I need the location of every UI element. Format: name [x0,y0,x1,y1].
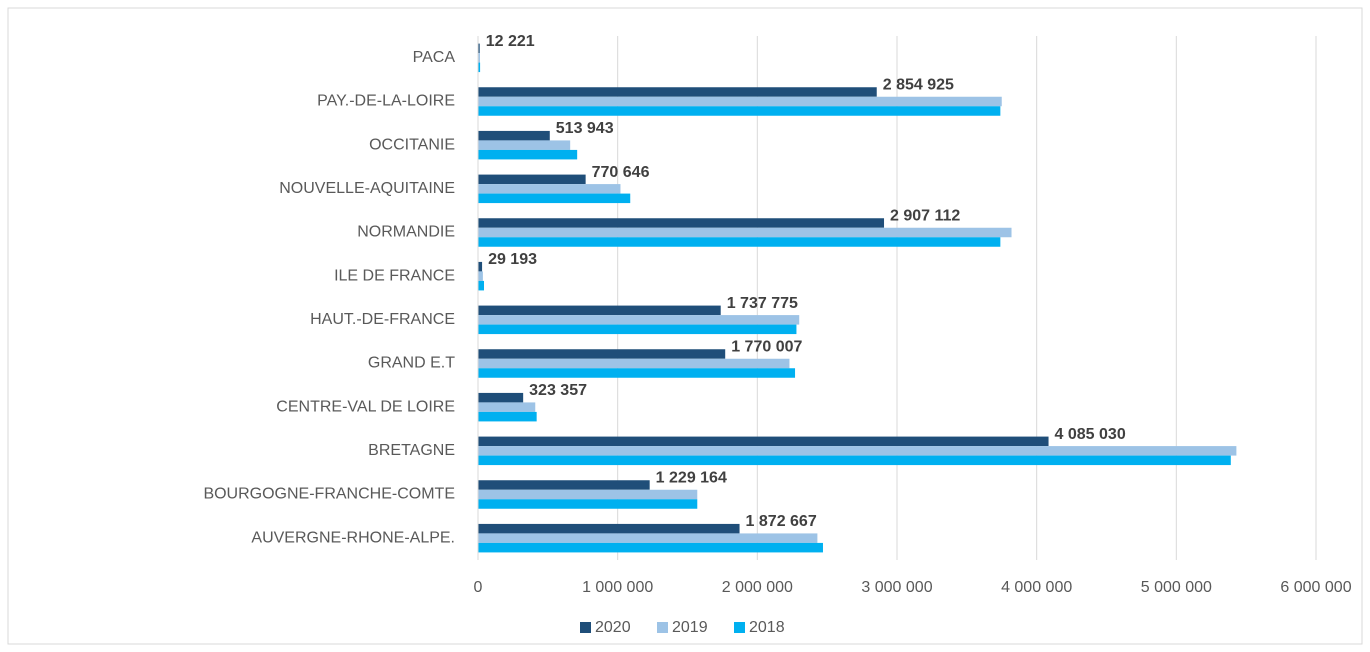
legend-label: 2019 [672,619,708,636]
bar [478,271,483,281]
data-label: 1 737 775 [727,295,798,312]
y-tick-label: PAY.-DE-LA-LOIRE [317,93,455,110]
y-tick-label: CENTRE-VAL DE LOIRE [276,398,455,415]
legend-label: 2018 [749,619,785,636]
x-tick-label: 1 000 000 [582,579,653,596]
legend-swatch [580,622,591,633]
bar [478,149,578,160]
y-tick-label: ILE DE FRANCE [334,267,455,284]
bar [478,480,650,490]
data-label: 1 229 164 [656,469,727,486]
bar [478,499,698,509]
bar [478,523,740,534]
bar [478,489,698,500]
x-tick-label: 2 000 000 [722,579,793,596]
y-tick-label: OCCITANIE [369,136,455,153]
bar [478,411,537,422]
x-tick-label: 5 000 000 [1141,579,1212,596]
bar [478,324,797,335]
data-label: 1 872 667 [746,513,817,530]
legend-label: 2020 [595,619,631,636]
bar [478,130,550,141]
bar [478,368,796,378]
data-label: 2 907 112 [890,207,960,224]
data-label: 770 646 [592,164,650,181]
bar [478,446,1237,456]
bar [478,227,1012,238]
x-tick-label: 3 000 000 [861,579,932,596]
y-tick-label: AUVERGNE-RHONE-ALPE. [251,529,455,546]
bar [478,96,1002,107]
x-tick-label: 4 000 000 [1001,579,1072,596]
x-tick-label: 6 000 000 [1280,579,1351,596]
bar [478,402,536,412]
bar [478,218,885,228]
data-label: 323 357 [529,382,587,399]
data-label: 29 193 [488,251,537,268]
y-tick-label: HAUT.-DE-FRANCE [310,311,455,328]
bar [478,43,480,54]
legend-swatch [657,622,668,633]
bar [478,237,1001,247]
bar [478,193,631,204]
bar [478,184,621,194]
bar [478,349,726,359]
y-tick-label: PACA [413,49,456,66]
bar [478,174,586,185]
y-tick-label: NORMANDIE [357,224,455,241]
bar [478,392,524,403]
y-tick-label: BRETAGNE [368,442,455,459]
y-tick-label: GRAND E.T [368,355,455,372]
data-label: 513 943 [556,120,614,137]
data-label: 12 221 [486,33,535,50]
y-tick-label: BOURGOGNE-FRANCHE-COMTE [203,486,455,503]
data-label: 4 085 030 [1055,426,1126,443]
data-label: 1 770 007 [731,338,802,355]
bar [478,53,480,63]
bar [478,533,818,543]
bar [478,436,1049,447]
bar [478,261,483,272]
bar [478,62,481,73]
bar [478,358,790,369]
bar [478,280,485,291]
bar [478,106,1001,116]
legend-swatch [734,622,745,633]
bar [478,140,571,150]
data-label: 2 854 925 [883,76,954,93]
y-tick-label: NOUVELLE-AQUITAINE [279,180,455,197]
bar [478,305,721,316]
bar [478,87,877,97]
x-tick-label: 0 [474,579,483,596]
bar [478,542,823,553]
bar [478,455,1231,466]
bar [478,315,800,325]
